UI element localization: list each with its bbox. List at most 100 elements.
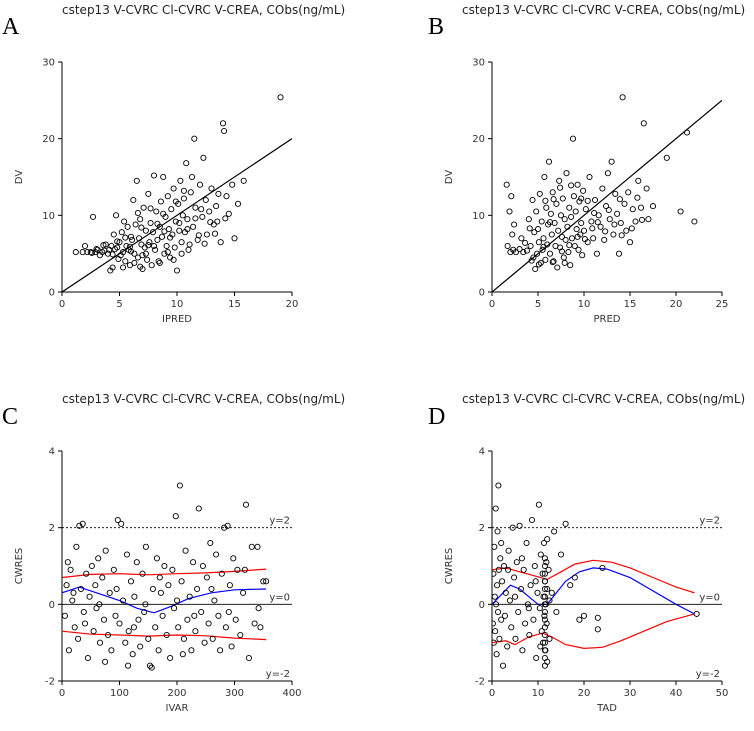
y-tick-label: 20 bbox=[42, 134, 55, 145]
data-point bbox=[551, 219, 558, 227]
data-point bbox=[535, 239, 542, 246]
data-point bbox=[182, 547, 189, 554]
data-point bbox=[251, 620, 258, 627]
data-point bbox=[137, 263, 144, 270]
data-point bbox=[203, 231, 210, 238]
data-point bbox=[540, 235, 547, 242]
data-point bbox=[132, 221, 139, 228]
data-point bbox=[240, 589, 247, 596]
data-point bbox=[580, 612, 588, 619]
data-point bbox=[89, 213, 97, 220]
data-point bbox=[506, 208, 513, 215]
data-point bbox=[550, 196, 557, 203]
data-point bbox=[527, 582, 534, 589]
data-point bbox=[161, 562, 168, 570]
data-point bbox=[499, 578, 506, 585]
data-point bbox=[108, 647, 115, 654]
data-point bbox=[153, 208, 160, 215]
data-point bbox=[188, 647, 195, 654]
data-point bbox=[492, 639, 497, 646]
y-tick-label: 2 bbox=[49, 523, 55, 534]
data-point bbox=[230, 555, 237, 562]
data-point bbox=[561, 216, 568, 223]
data-point bbox=[114, 238, 121, 245]
data-point bbox=[263, 578, 270, 585]
data-point bbox=[84, 654, 91, 662]
data-point bbox=[530, 616, 537, 623]
data-point bbox=[201, 639, 208, 646]
data-point bbox=[537, 643, 544, 650]
data-point bbox=[148, 262, 155, 269]
data-point bbox=[546, 597, 553, 604]
data-point bbox=[570, 193, 577, 200]
x-tick-label: 20 bbox=[286, 299, 299, 310]
chart-title: cstep13 V-CVRC Cl-CVRC V-CREA, CObs(ng/m… bbox=[462, 3, 745, 17]
reference-line-label: y=0 bbox=[269, 592, 290, 603]
data-point bbox=[148, 664, 155, 671]
data-point bbox=[100, 242, 107, 249]
data-point bbox=[183, 160, 190, 167]
data-point bbox=[150, 242, 158, 250]
data-point bbox=[541, 647, 548, 654]
data-point bbox=[520, 566, 527, 573]
data-point bbox=[160, 210, 167, 217]
data-point bbox=[75, 635, 82, 642]
data-point bbox=[118, 520, 125, 527]
data-point bbox=[538, 218, 545, 225]
data-point bbox=[112, 612, 119, 619]
data-point bbox=[93, 246, 100, 253]
x-axis-label: IVAR bbox=[166, 703, 189, 714]
data-point bbox=[155, 647, 162, 654]
data-point bbox=[546, 635, 553, 642]
data-point bbox=[541, 608, 548, 616]
data-point bbox=[215, 190, 222, 197]
x-tick-label: 5 bbox=[535, 299, 541, 310]
data-point bbox=[190, 223, 197, 230]
lower-percentile-curve bbox=[492, 613, 695, 650]
data-point bbox=[219, 120, 227, 127]
data-point bbox=[176, 219, 183, 227]
data-point bbox=[147, 205, 154, 212]
x-axis-label: IPRED bbox=[162, 314, 192, 325]
data-point bbox=[612, 190, 619, 197]
data-point bbox=[621, 200, 628, 207]
data-point bbox=[127, 233, 135, 240]
data-point bbox=[590, 235, 597, 242]
data-point bbox=[92, 582, 99, 589]
y-tick-label: 30 bbox=[472, 58, 485, 69]
data-point bbox=[589, 225, 596, 232]
data-point bbox=[584, 239, 591, 246]
data-point bbox=[229, 181, 236, 188]
data-point bbox=[572, 208, 579, 215]
data-point bbox=[172, 198, 179, 205]
data-point bbox=[62, 612, 68, 619]
data-point bbox=[492, 543, 498, 550]
data-point bbox=[228, 643, 235, 650]
data-point bbox=[245, 654, 252, 662]
data-point bbox=[145, 635, 152, 642]
data-point bbox=[116, 620, 123, 627]
data-point bbox=[548, 231, 555, 238]
data-point bbox=[495, 482, 502, 489]
data-point bbox=[73, 543, 80, 550]
data-point bbox=[606, 216, 613, 223]
data-point bbox=[277, 94, 284, 101]
data-point bbox=[518, 555, 525, 562]
data-point bbox=[172, 218, 179, 225]
x-tick-label: 15 bbox=[624, 299, 637, 310]
x-tick-label: 10 bbox=[578, 299, 591, 310]
data-point bbox=[131, 259, 138, 266]
data-point bbox=[156, 574, 163, 581]
data-point bbox=[539, 570, 546, 577]
data-point bbox=[164, 249, 171, 256]
data-point bbox=[564, 223, 571, 230]
data-point bbox=[533, 208, 540, 215]
data-point bbox=[568, 235, 576, 242]
data-point bbox=[191, 612, 198, 619]
data-point bbox=[222, 624, 229, 631]
data-point bbox=[516, 246, 523, 253]
data-point bbox=[203, 574, 210, 581]
x-tick-label: 400 bbox=[282, 688, 301, 699]
data-point bbox=[125, 662, 132, 669]
